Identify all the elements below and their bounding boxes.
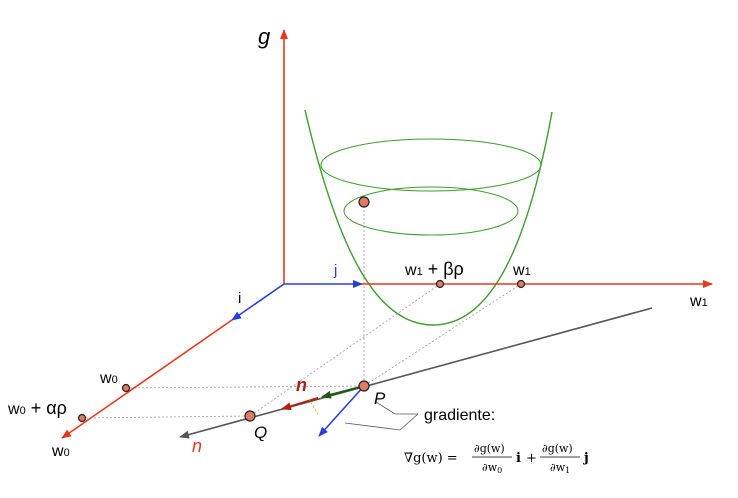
guide-w0alpha bbox=[81, 415, 251, 419]
component-guide bbox=[308, 398, 320, 417]
w1-axis-label: w1 bbox=[689, 293, 708, 310]
formula-term2-vector: j bbox=[583, 451, 589, 466]
i-label: i bbox=[238, 290, 241, 307]
n-label-lower: n bbox=[192, 436, 202, 456]
formula-term2-denominator: ∂w1 bbox=[550, 461, 570, 475]
n-label-upper: n bbox=[296, 375, 307, 395]
point-w1 bbox=[516, 279, 526, 289]
guide-w1beta bbox=[249, 283, 441, 417]
formula-plus: + bbox=[526, 451, 537, 466]
level-ellipse-upper bbox=[320, 138, 542, 192]
formula-term1-numerator: ∂g(w) bbox=[474, 442, 505, 455]
point-P bbox=[358, 380, 370, 392]
formula-lhs: ∇g(w) = bbox=[404, 451, 458, 466]
w0-axis-label: w0 bbox=[51, 443, 70, 460]
gradient-label: gradiente: bbox=[424, 407, 495, 424]
point-w0 bbox=[121, 383, 131, 393]
P-label: P bbox=[374, 389, 386, 408]
guide-w1 bbox=[363, 283, 522, 387]
paraboloid bbox=[304, 109, 553, 326]
surface-point bbox=[358, 196, 370, 208]
w1-beta-label: w1 + βρ bbox=[404, 259, 464, 279]
g-axis-label: g bbox=[258, 24, 271, 49]
point-w1-beta bbox=[435, 279, 445, 289]
w0-axis bbox=[61, 319, 233, 439]
level-ellipse-lower bbox=[343, 186, 519, 236]
point-w0-alpha bbox=[77, 413, 87, 423]
formula-term1-vector: i bbox=[516, 451, 521, 466]
parabola-curve bbox=[304, 109, 553, 326]
gradient-formula: ∇g(w) = ∂g(w) ∂w0 i + ∂g(w) ∂w1 j bbox=[404, 442, 589, 475]
point-Q bbox=[244, 410, 256, 422]
i-basis-arrow bbox=[231, 283, 285, 321]
callout-lower bbox=[344, 413, 419, 431]
gradient-callout bbox=[344, 401, 419, 431]
callout-upper bbox=[375, 401, 418, 415]
w0-alpha-label: w0 + αρ bbox=[7, 398, 67, 418]
points bbox=[77, 196, 526, 423]
j-label: j bbox=[333, 262, 337, 279]
normal-arrow bbox=[281, 397, 319, 411]
gradient-arrow bbox=[321, 385, 365, 399]
w1-point-label: w1 bbox=[512, 262, 531, 279]
formula-term2-numerator: ∂g(w) bbox=[542, 442, 573, 455]
Q-label: Q bbox=[254, 423, 267, 442]
formula-term1-denominator: ∂w0 bbox=[482, 461, 502, 475]
w0-point-label: w0 bbox=[99, 370, 118, 387]
descent-arrow bbox=[318, 385, 365, 437]
guide-w0 bbox=[125, 385, 365, 389]
construction-lines bbox=[81, 202, 522, 419]
tangent-line bbox=[179, 307, 653, 439]
